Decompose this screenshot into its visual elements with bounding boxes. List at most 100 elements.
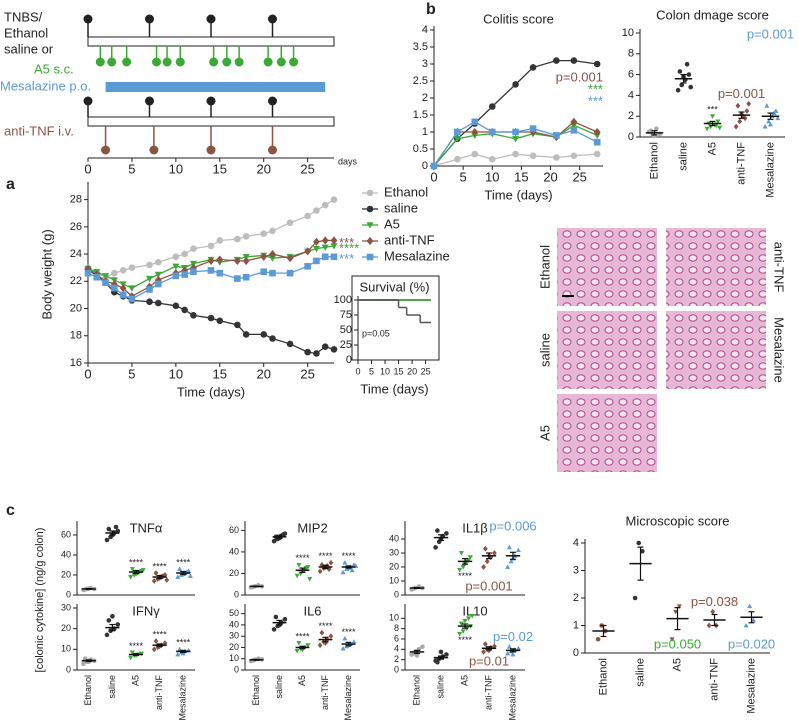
data-point xyxy=(706,622,712,629)
y-tick-label: 6 xyxy=(394,633,399,643)
data-point xyxy=(269,335,276,342)
y-tick-label: 50 xyxy=(229,608,239,618)
tick-label: 25 xyxy=(300,161,314,176)
x-tick-label: saline xyxy=(274,675,284,699)
schematic-pin-head xyxy=(263,57,273,67)
data-point xyxy=(330,253,338,261)
significance: **** xyxy=(341,627,356,637)
x-tick-label: Mesalazine xyxy=(178,675,188,721)
x-tick-label: 20 xyxy=(543,169,557,184)
histology-label: anti-TNF xyxy=(772,242,787,293)
data-point xyxy=(305,643,311,648)
histology-image xyxy=(557,228,657,306)
chart-title: IFNγ xyxy=(132,603,160,618)
panel-label: a xyxy=(6,176,15,193)
data-point xyxy=(742,115,748,122)
schematic-pin-head xyxy=(209,57,219,67)
schematic-label: A5 s.c. xyxy=(34,61,74,76)
data-point xyxy=(321,343,329,350)
data-point xyxy=(319,629,325,636)
x-axis-label: Time (days) xyxy=(484,187,552,202)
x-tick-label: Ethanol xyxy=(597,658,609,695)
annotation: p=0.001 xyxy=(465,578,512,593)
data-point xyxy=(686,72,692,77)
y-tick-label: 60 xyxy=(229,525,239,535)
data-point xyxy=(492,550,497,556)
data-point xyxy=(483,545,488,552)
data-point xyxy=(304,247,312,256)
legend-label: saline xyxy=(384,200,418,215)
y-tick-label: 2 xyxy=(628,110,634,122)
data-point xyxy=(515,547,521,553)
y-tick-label: 0 xyxy=(394,664,399,674)
data-point xyxy=(207,242,215,250)
significance: **** xyxy=(129,641,144,651)
x-tick-label: anti-TNF xyxy=(708,658,720,701)
x-tick-label: 0 xyxy=(355,366,360,376)
annotation: *** xyxy=(339,251,354,266)
data-point xyxy=(653,126,659,131)
schematic-pin-head xyxy=(95,57,105,67)
significance: **** xyxy=(458,635,473,645)
data-point xyxy=(321,253,329,261)
data-point xyxy=(767,121,774,127)
data-point xyxy=(321,201,329,209)
data-point xyxy=(512,150,519,158)
chart-title: IL6 xyxy=(303,603,321,618)
data-point xyxy=(216,237,224,244)
significance: **** xyxy=(153,561,168,571)
y-tick-label: 1 xyxy=(573,619,579,631)
data-point xyxy=(750,617,756,622)
schematic-pin-head xyxy=(276,57,286,67)
significance: **** xyxy=(176,557,191,567)
data-point xyxy=(317,568,323,575)
data-point xyxy=(321,236,329,245)
data-point xyxy=(454,128,461,136)
data-point xyxy=(515,645,521,651)
data-point xyxy=(529,152,537,160)
y-tick-label: 20 xyxy=(70,302,82,314)
y-tick-label: 4 xyxy=(422,24,428,36)
data-point xyxy=(460,629,466,634)
data-point xyxy=(483,641,488,648)
tick-label: 0 xyxy=(84,161,91,176)
data-point xyxy=(773,108,779,113)
data-point xyxy=(111,269,118,277)
y-tick-label: 20 xyxy=(61,623,71,633)
data-point xyxy=(688,84,694,90)
schematic-pin-head xyxy=(268,145,277,155)
data-point xyxy=(146,298,153,306)
x-tick-label: Ethanol xyxy=(251,675,261,706)
data-point xyxy=(180,650,186,656)
annotation: p=0.001 xyxy=(718,86,765,101)
annotation: p=0.01 xyxy=(469,653,509,668)
data-point xyxy=(128,295,136,303)
data-point xyxy=(467,555,473,560)
significance: **** xyxy=(458,571,473,581)
histology-label: Ethanol xyxy=(537,245,552,289)
y-tick-label: 40 xyxy=(229,619,239,629)
x-tick-label: 10 xyxy=(485,169,499,184)
annotation: *** xyxy=(588,81,603,96)
data-point xyxy=(304,263,311,270)
chart-title: Colitis score xyxy=(483,11,554,26)
legend-marker xyxy=(366,205,374,213)
y-tick-label: 24 xyxy=(70,248,82,260)
y-axis-label: Body weight (g) xyxy=(39,229,54,319)
data-point xyxy=(717,125,723,131)
data-point xyxy=(744,108,750,114)
y-tick-label: 25 xyxy=(340,339,352,351)
data-point xyxy=(260,252,268,261)
data-point xyxy=(466,558,472,563)
data-point xyxy=(177,566,183,571)
data-point xyxy=(529,125,537,132)
data-point xyxy=(154,258,162,266)
data-point xyxy=(111,284,118,292)
x-tick-label: 5 xyxy=(460,169,467,184)
schematic-treatment-bar xyxy=(105,82,326,92)
y-tick-label: 40 xyxy=(389,533,399,543)
y-tick-label: 0 xyxy=(234,589,239,599)
data-point xyxy=(145,275,154,283)
y-tick-label: 0 xyxy=(66,589,71,599)
